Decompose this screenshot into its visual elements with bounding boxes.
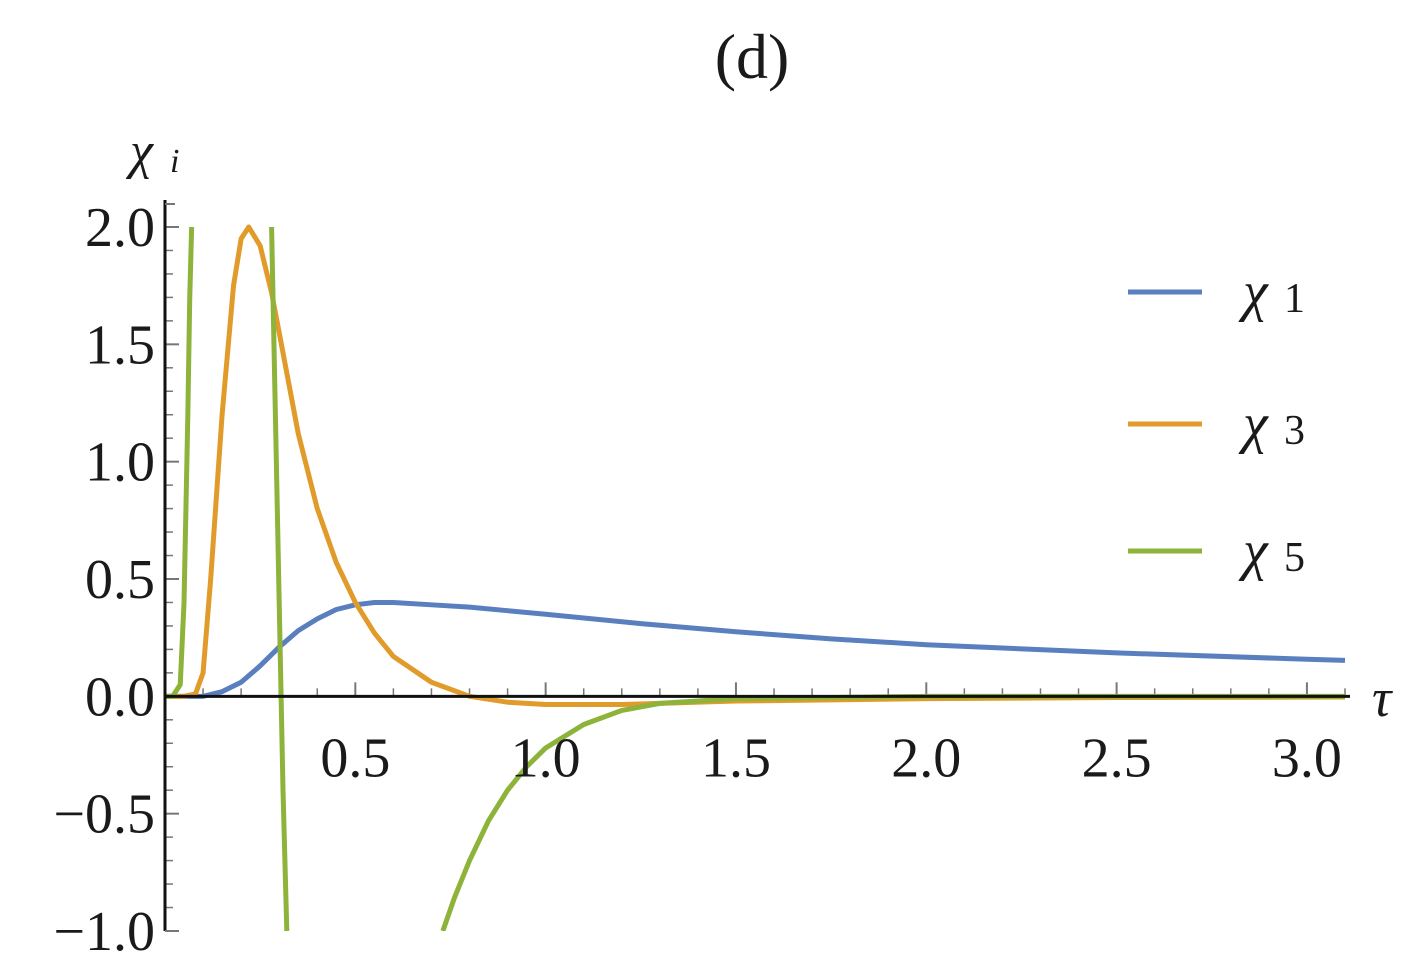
y-axis-label-sub: i bbox=[170, 143, 179, 180]
legend-label-main: χ bbox=[1238, 261, 1269, 323]
y-tick-label: −1.0 bbox=[53, 901, 155, 963]
series-line-χ1 bbox=[165, 599, 1346, 699]
y-tick-label: 1.5 bbox=[85, 314, 155, 376]
legend-label-sub: 3 bbox=[1284, 408, 1305, 454]
x-axis-label: τ bbox=[1372, 668, 1393, 728]
chart-title: (d) bbox=[715, 21, 790, 92]
axes-layer bbox=[163, 200, 1350, 932]
y-tick-label: 2.0 bbox=[85, 197, 155, 259]
y-tick-label: 0.0 bbox=[85, 666, 155, 728]
legend-label-main: χ bbox=[1238, 393, 1269, 455]
legend-label-sub: 1 bbox=[1284, 276, 1305, 322]
y-tick-label: −0.5 bbox=[53, 784, 155, 846]
x-tick-label: 3.0 bbox=[1272, 727, 1342, 789]
series-line-χ3 bbox=[165, 224, 1346, 708]
x-tick-label: 1.0 bbox=[511, 727, 581, 789]
x-tick-label: 2.5 bbox=[1082, 727, 1152, 789]
x-tick-label: 1.5 bbox=[701, 727, 771, 789]
y-axis-label: χ i bbox=[125, 123, 179, 180]
tick-labels-layer: 2.0 1.5 1.0 0.5 0.0 −0.5 −1.0 0.5 1.0 1.5 2.0 2.5 3.… bbox=[53, 197, 1342, 963]
legend-label-main: χ bbox=[1238, 520, 1269, 582]
y-tick-label: 1.0 bbox=[85, 432, 155, 494]
x-tick-label: 2.0 bbox=[891, 727, 961, 789]
y-axis-label-main: χ bbox=[125, 123, 154, 180]
y-tick-label: 0.5 bbox=[85, 549, 155, 611]
legend-label-sub: 5 bbox=[1284, 535, 1305, 581]
series-line-χ5-segment-2 bbox=[269, 226, 290, 931]
legend: χ 1χ 3χ 5 bbox=[1128, 261, 1305, 582]
x-tick-label: 0.5 bbox=[320, 727, 390, 789]
series-layer bbox=[165, 224, 1346, 931]
